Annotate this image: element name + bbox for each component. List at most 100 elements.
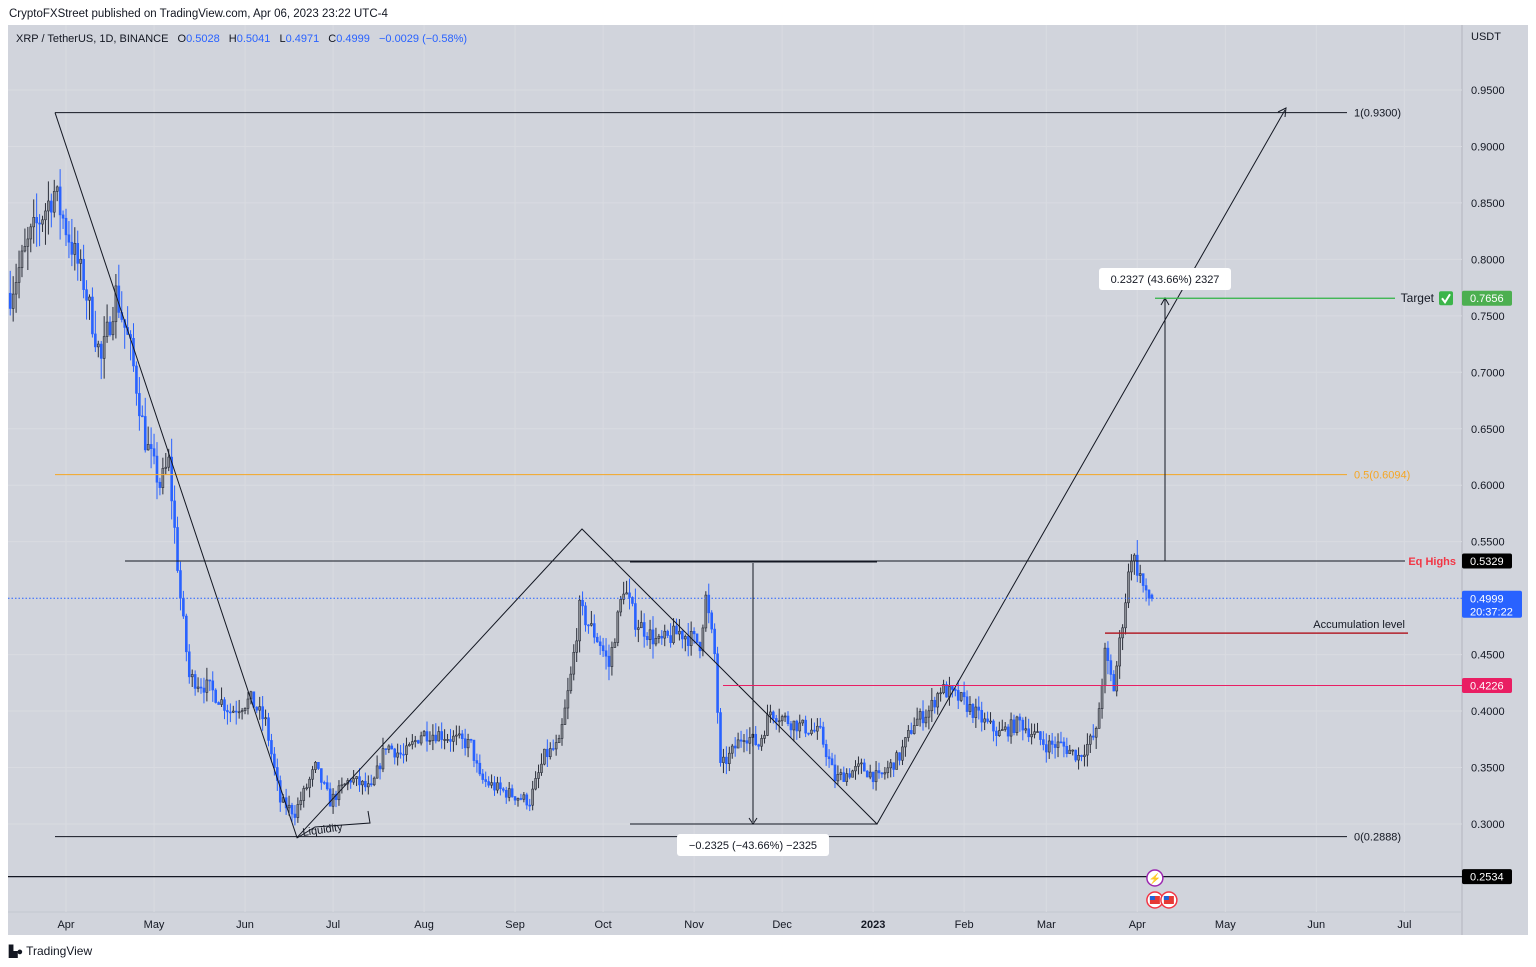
candle-down [587,624,590,627]
candle-down [584,605,587,626]
lightning-icon [1146,869,1164,887]
candle-down [786,715,790,725]
candle-down [980,709,984,723]
candle-up [29,226,33,240]
candle-up [437,731,441,742]
candle-up [1094,728,1098,738]
candle-up [836,774,840,782]
candle-down [519,798,523,800]
candle-down [58,186,62,216]
candle-down [293,813,297,818]
candle-down [149,444,153,449]
candle-up [683,636,687,640]
candle-down [234,710,238,713]
candle-down [399,752,402,755]
candle-up [355,776,358,779]
candle-down [528,804,532,807]
accumulation-label: Accumulation level [1313,619,1405,631]
candle-down [510,788,514,797]
candle-up [616,611,620,643]
candle-up [302,788,306,801]
target-label: Target [1401,291,1435,305]
candle-down [716,653,719,713]
candle-up [874,770,878,783]
candle-up [431,734,435,741]
candle-down [91,296,94,335]
candle-up [792,720,796,731]
candle-down [38,222,41,225]
candle-down [434,734,438,742]
candle-down [675,625,678,635]
candle-down [393,748,397,758]
candle-up [854,766,857,772]
candle-down [1050,740,1054,745]
price-axis[interactable] [1462,25,1528,935]
candle-down [1080,754,1083,757]
y-tick-label: 0.8500 [1471,198,1505,210]
flag-canton [1149,896,1155,900]
candle-up [1138,573,1142,576]
time-axis[interactable] [8,912,1462,935]
x-tick-label: Aug [414,919,434,931]
candle-down [378,765,382,770]
candle-up [411,741,414,745]
candle-up [258,706,262,711]
candle-up [422,731,426,737]
candle-down [179,570,182,599]
candle-up [857,763,860,767]
check-mark-button-icon [1439,291,1453,306]
candle-up [457,733,461,736]
candle-up [769,711,772,716]
candle-down [226,710,229,713]
candle-down [290,804,294,815]
x-tick-label: 2023 [861,919,885,931]
candle-down [1053,744,1057,748]
target-tag-label: 0.7656 [1470,293,1504,305]
candle-down [1091,735,1095,738]
candle-up [839,772,843,775]
candle-up [41,219,44,225]
candle-down [877,770,881,774]
candle-up [531,788,534,806]
candle-up [14,282,18,295]
candle-up [240,710,244,713]
candle-down [94,333,97,348]
grid [8,25,1462,912]
candle-up [901,746,904,761]
close-value: 0.4999 [336,33,370,45]
candle-down [132,338,135,367]
candle-down [707,594,711,614]
candle-down [1042,739,1045,745]
candle-down [255,706,259,711]
candle-down [416,740,420,744]
candle-down [214,689,217,703]
candle-down [995,730,998,736]
candle-up [560,724,564,739]
candle-up [798,722,802,732]
candle-down [1021,719,1025,731]
candle-down [710,612,714,630]
tradingview-logo[interactable]: ▙● TradingView [9,944,93,958]
candle-down [493,782,496,791]
candle-down [425,731,429,742]
candle-down [1112,674,1116,692]
candle-up [102,336,106,359]
level-pink-tag [1462,678,1512,694]
candle-down [772,711,775,719]
candle-down [67,234,71,243]
candle-down [892,762,895,770]
candle-down [1044,744,1048,753]
candle-up [730,745,734,754]
candle-down [595,636,599,643]
candle-up [766,714,769,736]
candle-up [26,238,30,247]
chart-pane[interactable] [8,25,1462,912]
candle-up [52,191,56,213]
candle-up [548,748,552,758]
candle-up [648,629,652,640]
symbol-legend[interactable]: XRP / TetherUS, 1D, BINANCE O0.5028 H0.5… [16,33,468,45]
candle-down [155,455,159,483]
candle-up [1071,749,1075,752]
candle-down [325,782,329,790]
